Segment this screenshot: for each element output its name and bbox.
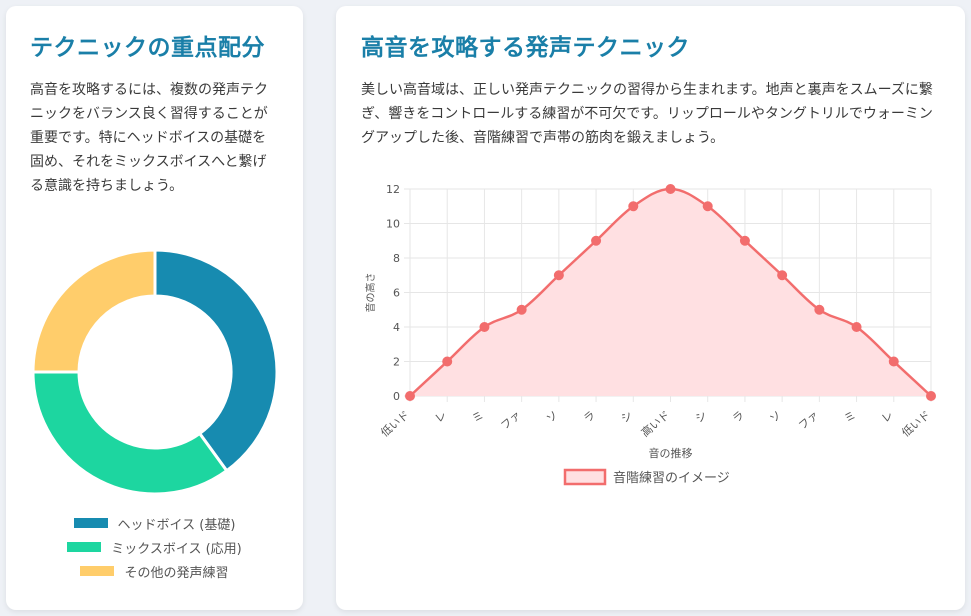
right-card-description: 美しい高音域は、正しい発声テクニックの習得から生まれます。地声と裏声をスムーズに…: [361, 82, 933, 146]
x-tick-label: 高いド: [638, 408, 672, 440]
x-tick-label: ラ: [730, 408, 747, 425]
legend-swatch: [80, 566, 115, 576]
data-point[interactable]: [777, 270, 788, 281]
line-legend-item[interactable]: 音階練習のイメージ: [563, 468, 730, 486]
x-tick-label: ソ: [767, 408, 784, 425]
data-point[interactable]: [553, 270, 564, 281]
legend-label: ミックスボイス (応用): [111, 541, 242, 557]
y-tick-label: 6: [393, 287, 400, 300]
data-point[interactable]: [888, 356, 899, 367]
data-point[interactable]: [628, 201, 639, 212]
x-tick-label: 低いド: [899, 408, 933, 439]
x-tick-label: ファ: [498, 408, 523, 432]
data-point[interactable]: [814, 304, 825, 315]
technique-distribution-card: テクニックの重点配分 高音を攻略するには、複数の発声テクニックをバランス良く習得…: [6, 6, 303, 610]
x-tick-label: レ: [879, 408, 896, 425]
legend-swatch: [67, 542, 102, 552]
legend-item-head-voice[interactable]: ヘッドボイス (基礎): [6, 511, 303, 535]
legend-swatch: [563, 468, 607, 486]
y-tick-label: 10: [386, 218, 400, 231]
legend-swatch: [73, 518, 108, 528]
y-tick-label: 8: [393, 252, 400, 265]
y-tick-label: 4: [393, 321, 400, 334]
doughnut-legend: ヘッドボイス (基礎) ミックスボイス (応用) その他の発声練習: [6, 511, 303, 583]
x-axis-title: 音の推移: [649, 446, 693, 460]
series-area-fill: [410, 189, 931, 396]
legend-label: ヘッドボイス (基礎): [117, 517, 236, 533]
legend-label: その他の発声練習: [124, 565, 229, 581]
x-tick-label: ミ: [842, 408, 859, 425]
x-tick-label: ソ: [544, 408, 561, 425]
y-tick-label: 2: [393, 356, 400, 369]
x-tick-label: ミ: [470, 408, 487, 425]
data-point[interactable]: [479, 322, 490, 332]
doughnut-chart: [31, 248, 278, 496]
legend-item-mix-voice[interactable]: ミックスボイス (応用): [6, 535, 303, 559]
x-tick-label: レ: [432, 408, 449, 425]
data-point[interactable]: [591, 235, 602, 246]
x-tick-label: ファ: [796, 408, 821, 432]
data-point[interactable]: [442, 356, 453, 367]
data-point[interactable]: [851, 322, 862, 332]
data-point[interactable]: [926, 391, 936, 401]
high-note-technique-card: 高音を攻略する発声テクニック 美しい高音域は、正しい発声テクニックの習得から生ま…: [336, 6, 965, 610]
legend-label: 音階練習のイメージ: [613, 470, 730, 486]
right-card-title: 高音を攻略する発声テクニック: [361, 35, 690, 61]
doughnut-slice[interactable]: [31, 248, 157, 374]
scale-line-chart: 024681012低いドレミファソラシ高いドシラソファミレ低いド音の推移音の高さ…: [364, 183, 936, 486]
doughnut-slice[interactable]: [31, 370, 229, 496]
legend-item-other-practice[interactable]: その他の発声練習: [6, 559, 303, 583]
x-tick-label: ラ: [581, 408, 598, 425]
y-axis-title: 音の高さ: [364, 273, 377, 313]
left-card-description: 高音を攻略するには、複数の発声テクニックをバランス良く習得することが重要です。特…: [30, 82, 268, 194]
x-tick-label: シ: [618, 408, 635, 425]
left-card-title: テクニックの重点配分: [30, 35, 265, 61]
doughnut-slice[interactable]: [153, 248, 278, 473]
y-tick-label: 12: [386, 183, 400, 196]
x-tick-label: シ: [693, 408, 710, 425]
x-tick-label: 低いド: [378, 408, 412, 439]
data-point[interactable]: [739, 235, 750, 246]
data-point[interactable]: [405, 391, 415, 401]
data-point[interactable]: [516, 304, 527, 315]
data-point[interactable]: [665, 184, 676, 194]
data-point[interactable]: [702, 201, 713, 212]
y-tick-label: 0: [393, 390, 400, 403]
